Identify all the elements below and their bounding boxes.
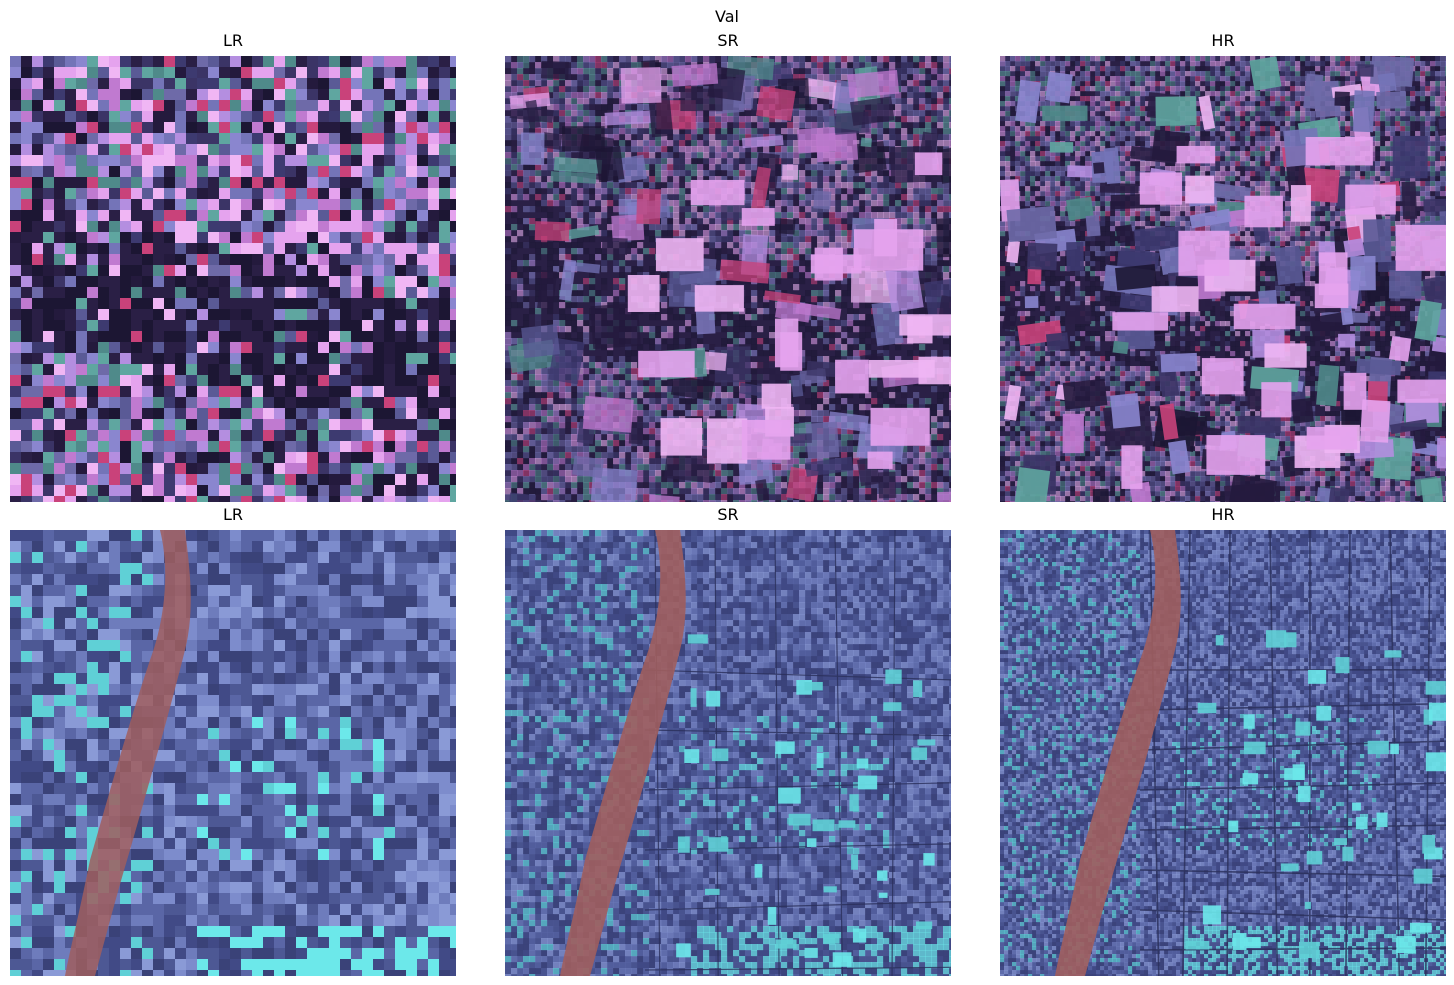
- panel-title: LR: [10, 30, 456, 52]
- satellite-image-river-lr: [10, 530, 456, 976]
- figure-title: Val: [0, 6, 1454, 28]
- panel-title: HR: [1000, 504, 1446, 526]
- satellite-image-river-hr: [1000, 530, 1446, 976]
- satellite-image-river-sr: [505, 530, 951, 976]
- panel-title: LR: [10, 504, 456, 526]
- satellite-image-fields-lr: [10, 56, 456, 502]
- panel-title: SR: [505, 504, 951, 526]
- panel-title: HR: [1000, 30, 1446, 52]
- panel-title: SR: [505, 30, 951, 52]
- satellite-image-fields-hr: [1000, 56, 1446, 502]
- satellite-image-fields-sr: [505, 56, 951, 502]
